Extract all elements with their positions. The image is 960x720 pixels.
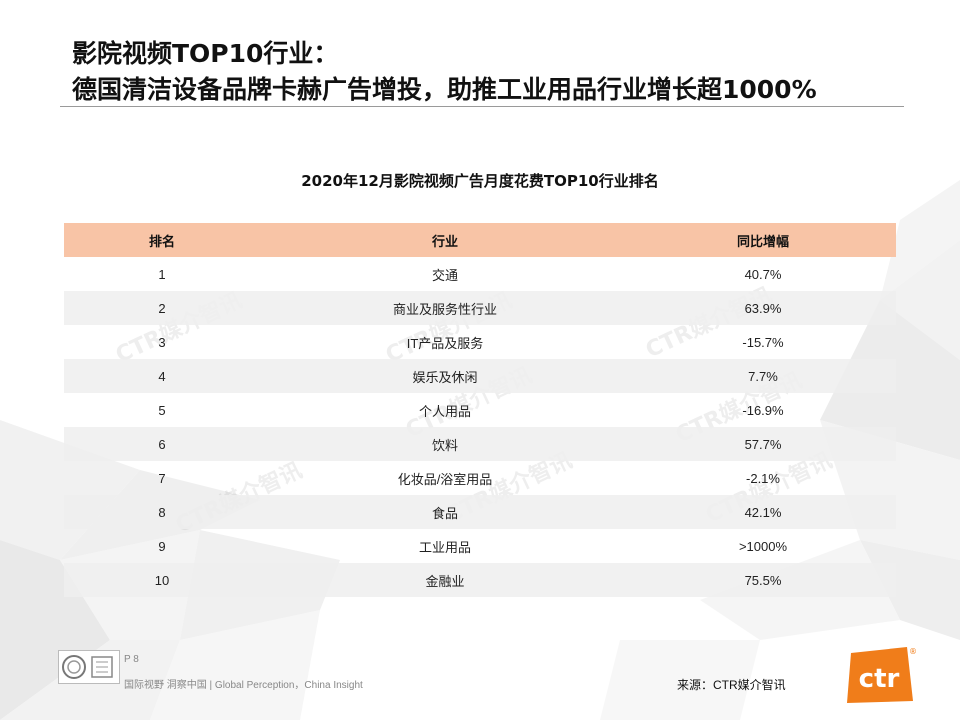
rank-cell: 10 [154,572,170,588]
table-row: 3 IT产品及服务 -15.7% [64,325,896,359]
industry-cell: 交通 [431,267,458,283]
industry-cell: 工业用品 [418,539,471,555]
growth-cell: 42.1% [744,504,782,520]
ctr-logo-text: ctr [859,664,900,694]
growth-cell: -15.7% [742,334,784,350]
growth-cell: 7.7% [748,368,778,384]
table-row: 4 娱乐及休闲 7.7% [64,359,896,393]
rank-cell: 6 [158,436,166,452]
rank-cell: 2 [158,300,166,316]
growth-cell: 63.9% [744,300,782,316]
header-rank: 排名 [148,234,175,250]
page-title: 影院视频TOP10行业： 德国清洁设备品牌卡赫广告增投，助推工业用品行业增长超1… [72,36,817,108]
ctr-logo-icon: ctr ® [847,647,917,703]
table-row: 2 商业及服务性行业 63.9% [64,291,896,325]
certification-logo-icon [58,650,120,684]
industry-cell: 娱乐及休闲 [412,369,478,385]
growth-cell: -2.1% [746,470,780,486]
table-title: 2020年12月影院视频广告月度花费TOP10行业排名 [301,172,659,190]
table-header-row: 排名 行业 同比增幅 [64,223,896,257]
growth-cell: 75.5% [744,572,782,588]
rank-cell: 8 [158,504,166,520]
title-line-1: 影院视频TOP10行业： [72,39,339,68]
header-industry: 行业 [431,234,458,250]
table-row: 9 工业用品 >1000% [64,529,896,563]
table-row: 8 食品 42.1% [64,495,896,529]
rank-cell: 5 [158,402,166,418]
table-row: 10 金融业 75.5% [64,563,896,597]
rank-cell: 3 [158,334,166,350]
rank-cell: 9 [158,538,166,554]
title-divider [60,106,904,107]
growth-cell: -16.9% [742,402,784,418]
source-note: 来源：CTR媒介智讯 [677,678,786,692]
industry-cell: 饮料 [431,437,458,453]
rank-cell: 7 [158,470,166,486]
page-number: P 8 [124,654,139,665]
rank-cell: 1 [158,266,166,282]
table-row: 6 饮料 57.7% [64,427,896,461]
growth-cell: 40.7% [744,266,782,282]
footer-tagline: 国际视野 洞察中国 | Global Perception，China Insi… [124,680,363,691]
industry-cell: 个人用品 [418,403,471,419]
header-growth: 同比增幅 [736,234,789,250]
rank-cell: 4 [158,368,166,384]
table-row: 1 交通 40.7% [64,257,896,291]
industry-cell: 商业及服务性行业 [392,301,497,317]
growth-cell: >1000% [738,538,788,554]
industry-cell: 化妆品/浴室用品 [397,471,493,487]
table-row: 7 化妆品/浴室用品 -2.1% [64,461,896,495]
industry-cell: IT产品及服务 [406,335,484,351]
industry-cell: 金融业 [425,573,465,589]
industry-cell: 食品 [431,505,458,521]
title-line-2: 德国清洁设备品牌卡赫广告增投，助推工业用品行业增长超1000% [72,75,817,104]
table-row: 5 个人用品 -16.9% [64,393,896,427]
ranking-table: 排名 行业 同比增幅 1 交通 40.7% 2 商业及服务性行业 63.9% 3… [64,223,896,597]
growth-cell: 57.7% [744,436,782,452]
registered-mark: ® [909,647,917,656]
